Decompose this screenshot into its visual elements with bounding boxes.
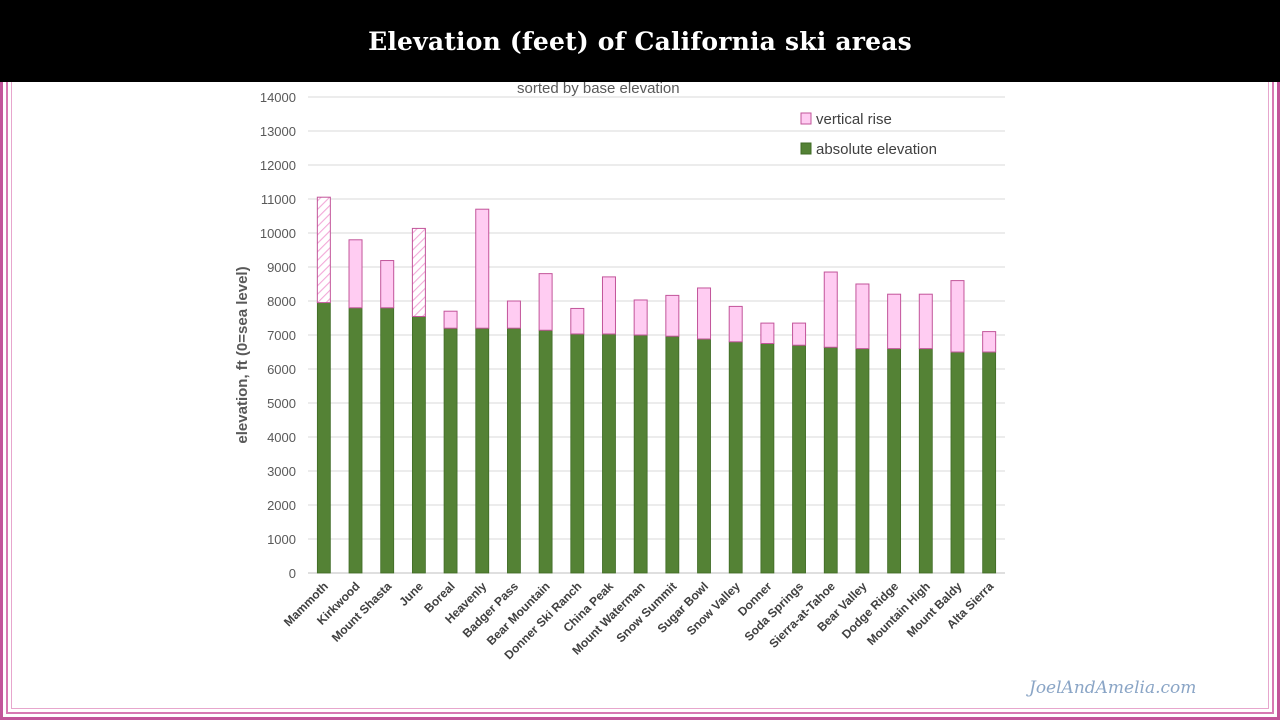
bar-absolute-elevation — [475, 327, 490, 574]
bar-vertical-rise — [348, 239, 363, 309]
bar-vertical-rise — [633, 299, 648, 336]
bar-vertical-rise — [760, 322, 775, 345]
bar-vertical-rise — [950, 280, 965, 353]
y-tick-label: 13000 — [260, 124, 296, 139]
bar-absolute-elevation — [570, 333, 585, 574]
bar-vertical-rise — [570, 307, 585, 335]
y-tick-label: 7000 — [267, 328, 296, 343]
bar-vertical-rise — [728, 305, 743, 343]
y-tick-label: 6000 — [267, 362, 296, 377]
site-watermark: JoelAndAmelia.com — [1029, 678, 1197, 698]
bar-vertical-rise — [887, 293, 902, 350]
y-tick-label: 0 — [289, 566, 296, 581]
legend-swatch-vertical-rise — [800, 112, 812, 125]
bar-absolute-elevation — [316, 302, 331, 574]
bar-vertical-rise — [982, 331, 997, 353]
legend-label-absolute-elevation: absolute elevation — [816, 141, 937, 158]
y-tick-label: 14000 — [260, 90, 296, 105]
bar-vertical-rise — [823, 271, 838, 348]
bar-absolute-elevation — [697, 338, 711, 574]
bar-vertical-rise — [601, 276, 616, 335]
y-axis-ticks: 0 1000 2000 3000 4000 5000 6000 7000 8000 9000 100… — [260, 90, 296, 581]
legend-label-vertical-rise: vertical rise — [816, 111, 892, 128]
bar-vertical-rise — [443, 310, 458, 329]
bar-absolute-elevation — [950, 351, 965, 574]
bar-absolute-elevation — [507, 327, 521, 574]
bar-vertical-rise — [380, 260, 395, 309]
bar-vertical-rise — [855, 283, 870, 350]
bar-absolute-elevation — [887, 348, 902, 574]
legend-swatch-absolute-elevation — [800, 142, 812, 155]
bar-vertical-rise — [665, 294, 680, 337]
y-tick-label: 9000 — [267, 260, 296, 275]
bar-absolute-elevation — [665, 335, 680, 574]
y-tick-label: 11000 — [261, 192, 296, 207]
chart-subtitle: sorted by base elevation — [517, 80, 680, 97]
y-tick-label: 12000 — [260, 158, 296, 173]
bar-vertical-rise — [475, 208, 490, 329]
bar-vertical-rise — [792, 322, 807, 346]
bar-absolute-elevation — [855, 348, 870, 574]
bar-absolute-elevation — [538, 329, 553, 574]
y-tick-label: 1000 — [267, 532, 296, 547]
y-axis-label: elevation, ft (0=sea level) — [234, 266, 251, 443]
bar-absolute-elevation — [982, 351, 997, 574]
bar-absolute-elevation — [918, 348, 933, 574]
chart-title: Elevation (feet) of California ski areas — [0, 0, 1280, 82]
bar-absolute-elevation — [760, 343, 775, 574]
y-tick-label: 8000 — [267, 294, 296, 309]
y-tick-label: 3000 — [267, 464, 296, 479]
bar-vertical-rise — [538, 273, 553, 331]
bar-vertical-rise — [506, 300, 521, 329]
bar-absolute-elevation — [633, 334, 648, 574]
bar-vertical-rise — [316, 196, 331, 304]
bar-absolute-elevation — [792, 344, 806, 574]
bar-absolute-elevation — [728, 341, 743, 574]
y-tick-label: 4000 — [267, 430, 296, 445]
bar-absolute-elevation — [348, 307, 363, 574]
bar-absolute-elevation — [823, 346, 838, 574]
y-tick-label: 2000 — [267, 498, 296, 513]
legend: vertical rise absolute elevation — [800, 111, 937, 158]
bar-vertical-rise — [411, 227, 426, 317]
bar-vertical-rise — [697, 287, 712, 340]
bar-absolute-elevation — [602, 333, 616, 574]
y-tick-label: 5000 — [267, 396, 296, 411]
bar-absolute-elevation — [380, 307, 395, 574]
y-tick-label: 10000 — [260, 226, 296, 241]
bar-absolute-elevation — [443, 327, 458, 574]
bar-absolute-elevation — [411, 316, 426, 574]
bars — [316, 196, 997, 574]
bar-vertical-rise — [918, 293, 933, 350]
